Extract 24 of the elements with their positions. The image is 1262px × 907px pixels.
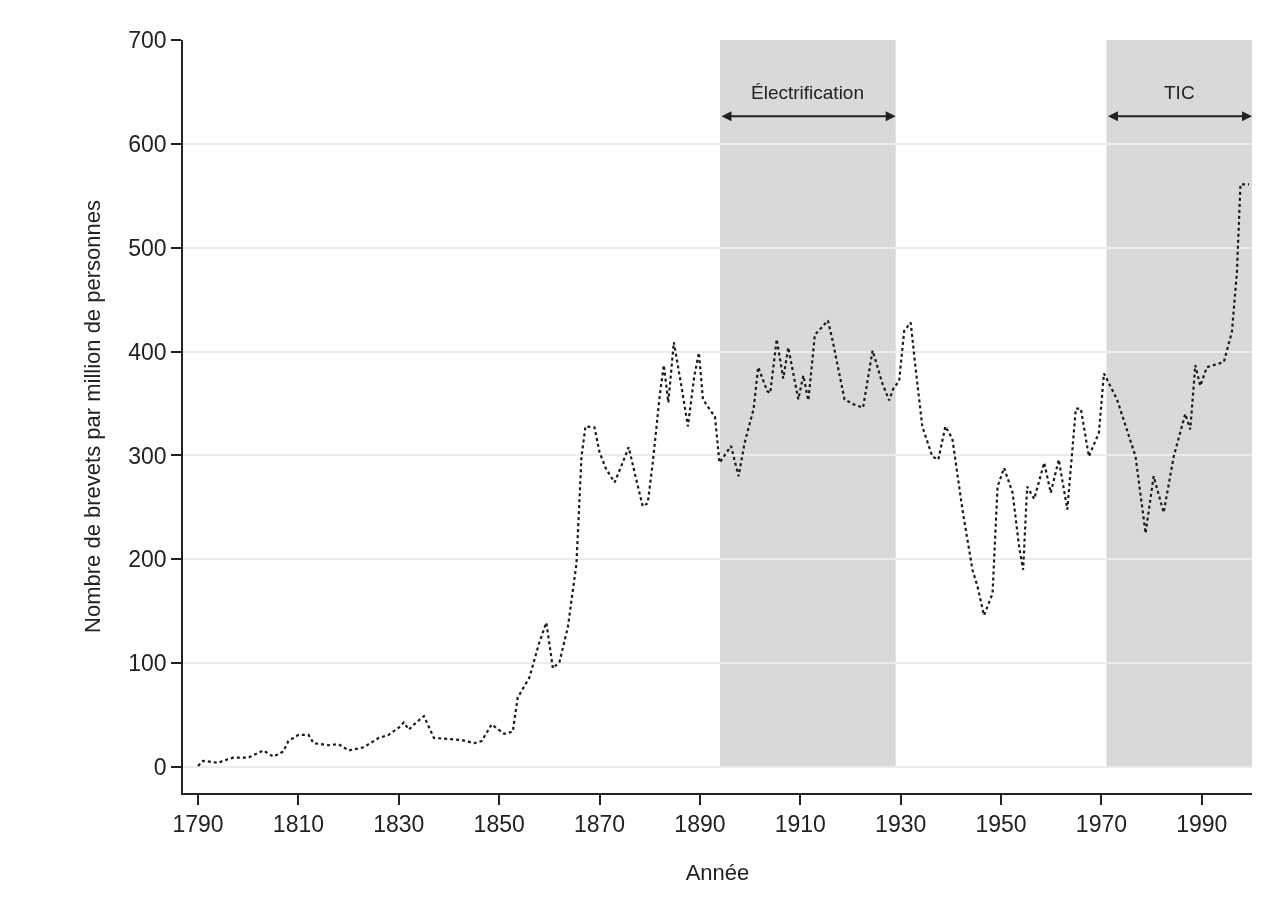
x-tick-label: 1910 — [774, 811, 826, 838]
y-tick-label: 100 — [128, 650, 167, 677]
x-tick-label: 1870 — [573, 811, 626, 838]
y-tick-label: 700 — [128, 27, 167, 54]
band-label: TIC — [1164, 82, 1195, 103]
x-axis-title: Année — [685, 859, 750, 885]
y-tick-label: 200 — [128, 546, 167, 573]
y-tick-label: 600 — [128, 130, 167, 157]
x-tick-label: 1830 — [373, 811, 425, 838]
x-tick-label: 1930 — [875, 811, 927, 838]
y-tick-label: 0 — [153, 754, 167, 781]
x-tick-label: 1970 — [1075, 811, 1128, 838]
x-tick-label: 1890 — [674, 811, 726, 838]
x-tick-label: 1950 — [975, 811, 1027, 838]
x-tick-label: 1850 — [473, 811, 525, 838]
x-tick-label: 1810 — [272, 811, 325, 838]
band-label: Électrification — [751, 82, 864, 103]
line-series — [196, 183, 1251, 768]
y-tick-label: 400 — [128, 338, 167, 365]
y-axis-title: Nombre de brevets par million de personnes — [79, 200, 105, 633]
y-tick-label: 500 — [128, 234, 167, 261]
x-tick-label: 1990 — [1176, 811, 1228, 838]
x-tick-label: 1790 — [172, 811, 224, 838]
y-tick-label: 300 — [128, 442, 167, 469]
